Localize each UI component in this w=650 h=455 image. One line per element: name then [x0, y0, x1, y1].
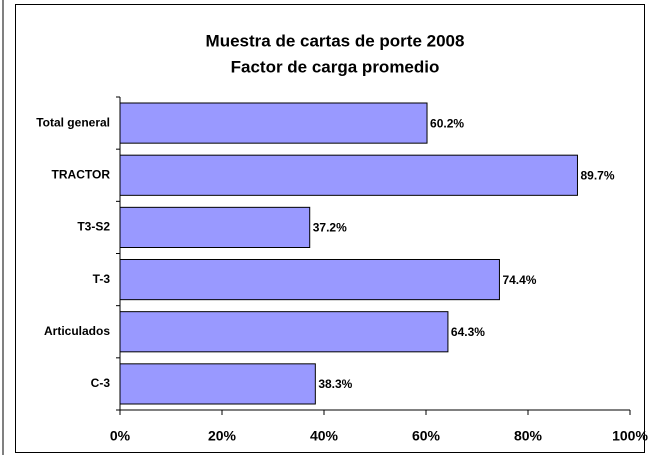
x-tick-label: 0% — [110, 428, 131, 444]
chart-title: Muestra de cartas de porte 2008 — [206, 31, 465, 50]
y-tick-label: T3-S2 — [77, 220, 110, 234]
bar — [119, 102, 428, 144]
x-tick-label: 100% — [612, 428, 648, 444]
value-label: 60.2% — [430, 116, 464, 130]
y-tick-label: C-3 — [91, 376, 111, 390]
bar — [119, 311, 449, 353]
x-tick-label: 80% — [514, 428, 543, 444]
bar — [119, 258, 500, 301]
bar — [119, 206, 311, 249]
y-tick-label: Total general — [36, 115, 110, 129]
bar — [119, 154, 578, 196]
bar — [119, 363, 316, 405]
x-tick-label: 40% — [310, 428, 339, 444]
value-label: 89.7% — [580, 168, 614, 182]
value-label: 38.3% — [318, 377, 352, 391]
y-tick-label: T-3 — [93, 272, 111, 286]
chart-subtitle: Factor de carga promedio — [231, 57, 440, 76]
value-label: 64.3% — [451, 325, 485, 339]
x-tick-label: 60% — [412, 428, 441, 444]
x-tick-label: 20% — [208, 428, 237, 444]
y-tick-label: TRACTOR — [52, 167, 111, 181]
y-tick-label: Articulados — [44, 324, 110, 338]
value-label: 37.2% — [313, 221, 347, 235]
value-label: 74.4% — [502, 273, 536, 287]
